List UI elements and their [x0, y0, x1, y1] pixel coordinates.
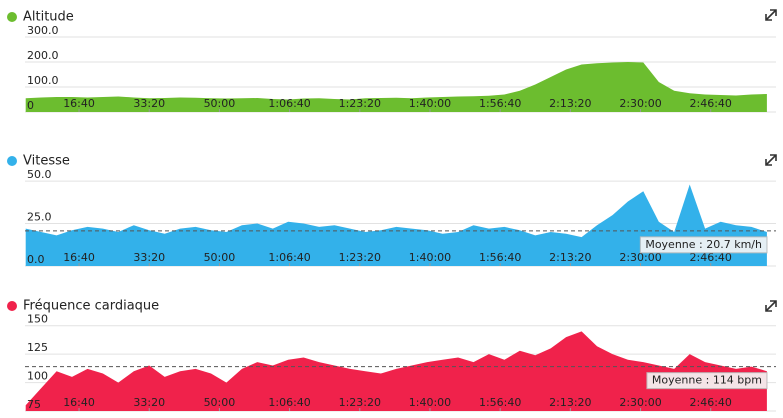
mean-label-box	[639, 236, 768, 254]
y-tick-label: 0.0	[27, 253, 45, 266]
y-tick-label: 300.0	[27, 24, 59, 37]
legend-marker	[7, 156, 17, 166]
x-tick-label: 1:56:40	[479, 251, 521, 264]
area	[25, 331, 767, 411]
y-tick-label: 150	[27, 313, 48, 326]
x-tick-label: 2:13:20	[549, 97, 591, 110]
x-tick-label: 50:00	[204, 97, 236, 110]
area	[25, 184, 767, 266]
x-tick-label: 2:30:00	[619, 97, 661, 110]
x-tick-label: 16:40	[63, 97, 95, 110]
chart-title: Vitesse	[23, 154, 70, 169]
y-tick-label: 25.0	[27, 211, 52, 224]
x-tick-label: 1:06:40	[268, 97, 310, 110]
x-tick-label: 16:40	[63, 396, 95, 409]
chart-title: Fréquence cardiaque	[23, 299, 159, 314]
x-tick-label: 2:30:00	[619, 396, 661, 409]
expand-icon[interactable]	[765, 9, 777, 21]
x-tick-label: 1:56:40	[479, 97, 521, 110]
mean-label: Moyenne : 20.7 km/h	[645, 238, 762, 251]
x-tick-label: 1:23:20	[339, 251, 381, 264]
mean-label-box	[646, 372, 768, 390]
x-tick-label: 1:23:20	[339, 396, 381, 409]
x-tick-label: 33:20	[133, 251, 165, 264]
x-tick-label: 1:40:00	[409, 251, 451, 264]
x-tick-label: 1:23:20	[339, 97, 381, 110]
x-tick-label: 1:40:00	[409, 396, 451, 409]
y-tick-label: 100.0	[27, 74, 59, 87]
chart: Fréquence cardiaque 75 100 125 150 16:40 33:20…	[7, 299, 776, 412]
y-tick-label: 200.0	[27, 49, 59, 62]
expand-icon[interactable]	[765, 300, 777, 312]
legend-marker	[7, 301, 17, 311]
x-tick-label: 2:13:20	[549, 396, 591, 409]
expand-icons	[765, 9, 777, 312]
x-tick-label: 1:40:00	[409, 97, 451, 110]
y-tick-label: 0	[27, 99, 34, 112]
y-tick-label: 125	[27, 341, 48, 354]
x-tick-label: 50:00	[204, 396, 236, 409]
y-tick-label: 50.0	[27, 168, 52, 181]
chart: Vitesse 0.0 25.0 50.0 16:40 33:20 50:00 1:06:40…	[7, 154, 776, 267]
x-tick-label: 2:30:00	[619, 251, 661, 264]
mean-label: Moyenne : 114 bpm	[652, 374, 762, 387]
x-tick-label: 1:06:40	[268, 251, 310, 264]
expand-icon[interactable]	[765, 154, 777, 166]
area	[25, 62, 767, 112]
x-tick-label: 16:40	[63, 251, 95, 264]
y-tick-label: 100	[27, 370, 48, 383]
x-tick-label: 2:13:20	[549, 251, 591, 264]
x-tick-label: 2:46:40	[690, 251, 732, 264]
chart: Altitude 0 100.0 200.0 300.0 16:40 33:20 50:00 1…	[7, 10, 776, 113]
legend-marker	[7, 12, 17, 22]
x-tick-label: 2:46:40	[690, 396, 732, 409]
x-tick-label: 1:56:40	[479, 396, 521, 409]
chart-title: Altitude	[23, 10, 74, 25]
x-tick-label: 2:46:40	[690, 97, 732, 110]
x-tick-label: 33:20	[133, 396, 165, 409]
y-tick-label: 75	[27, 398, 41, 411]
x-tick-label: 1:06:40	[268, 396, 310, 409]
x-tick-label: 50:00	[204, 251, 236, 264]
x-tick-label: 33:20	[133, 97, 165, 110]
